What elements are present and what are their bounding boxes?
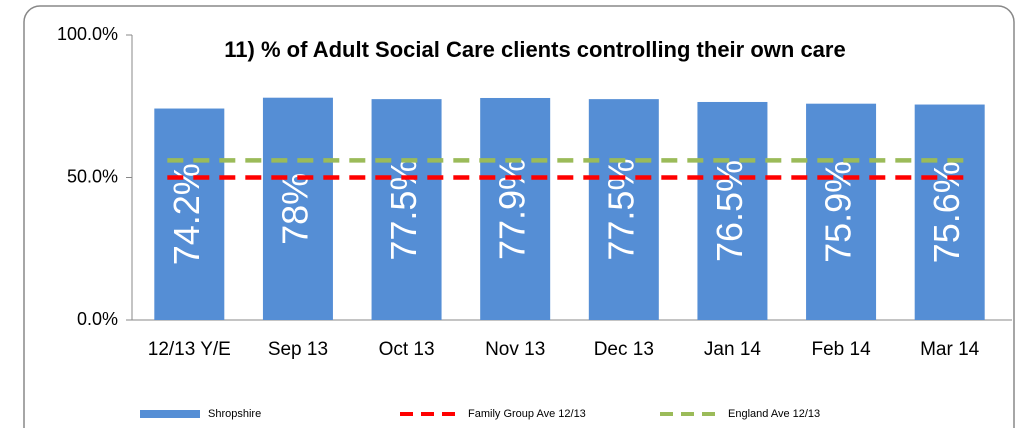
x-tick-label: Jan 14 (704, 339, 761, 360)
data-label: 77.5% (383, 159, 424, 261)
x-tick-label: Nov 13 (485, 339, 545, 360)
data-label: 74.2% (166, 163, 207, 265)
bar (806, 103, 877, 320)
legend-label: Family Group Ave 12/13 (468, 408, 586, 420)
data-label: 77.9% (492, 158, 533, 260)
bar (154, 108, 225, 320)
y-tick-label: 0.0% (77, 309, 118, 329)
x-tick-label: Oct 13 (379, 339, 435, 360)
x-tick-label: 12/13 Y/E (148, 339, 231, 360)
legend-swatch (140, 410, 200, 418)
x-tick-label: Mar 14 (920, 339, 980, 360)
bar (588, 99, 659, 320)
y-tick-label: 50.0% (67, 166, 118, 186)
y-tick-label: 100.0% (57, 24, 118, 44)
bar (697, 101, 768, 320)
legend-label: England Ave 12/13 (728, 408, 820, 420)
x-tick-label: Dec 13 (594, 339, 654, 360)
data-label: 77.5% (600, 159, 641, 261)
legend-label: Shropshire (208, 408, 261, 420)
bar (480, 97, 551, 320)
x-tick-label: Sep 13 (268, 339, 328, 360)
chart-title: 11) % of Adult Social Care clients contr… (224, 37, 846, 62)
bar (371, 99, 442, 320)
bar (262, 97, 333, 320)
data-label: 78% (274, 173, 315, 245)
bar (914, 104, 985, 320)
x-tick-label: Feb 14 (811, 339, 871, 360)
